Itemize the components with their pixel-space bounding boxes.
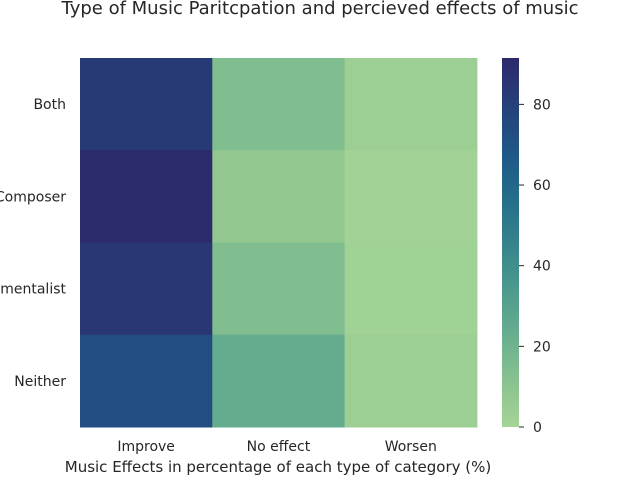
heatmap-cell: [212, 150, 346, 243]
colorbar-tick-label: 0: [533, 420, 542, 436]
heatmap-cell: [80, 150, 213, 243]
colorbar-tick-label: 20: [533, 339, 551, 355]
y-tick-label: Both: [33, 97, 66, 113]
y-tick-label: Instrumentalist: [0, 282, 67, 298]
colorbar-tick-label: 80: [533, 97, 551, 113]
heatmap-cell: [344, 242, 478, 336]
x-tick-label: Worsen: [385, 439, 437, 455]
heatmap-cell: [80, 58, 213, 151]
colorbar: [502, 58, 519, 427]
heatmap-cell: [80, 242, 213, 336]
x-tick-label: No effect: [247, 439, 311, 455]
chart-title: Type of Music Paritcpation and percieved…: [61, 0, 579, 19]
heatmap-cell: [344, 150, 478, 243]
heatmap-cell: [80, 334, 213, 428]
y-tick-label: Composer: [0, 189, 66, 205]
x-tick-labels: Improve No effect Worsen: [117, 439, 436, 455]
heatmap-cell: [344, 58, 478, 151]
x-tick-label: Improve: [117, 439, 175, 455]
x-axis-label: Music Effects in percentage of each type…: [65, 458, 492, 476]
heatmap-cell: [344, 334, 478, 428]
heatmap-cell: [212, 58, 346, 151]
colorbar-tick-label: 60: [533, 178, 551, 194]
heatmap-cell: [212, 242, 346, 336]
heatmap-cell: [212, 334, 346, 428]
colorbar-tick-label: 40: [533, 259, 551, 275]
y-tick-label: Neither: [14, 374, 66, 390]
y-tick-labels: Both Composer Instrumentalist Neither: [0, 97, 67, 390]
heatmap-cells: [80, 58, 478, 428]
colorbar-ticks: 0 20 40 60 80: [519, 97, 551, 436]
